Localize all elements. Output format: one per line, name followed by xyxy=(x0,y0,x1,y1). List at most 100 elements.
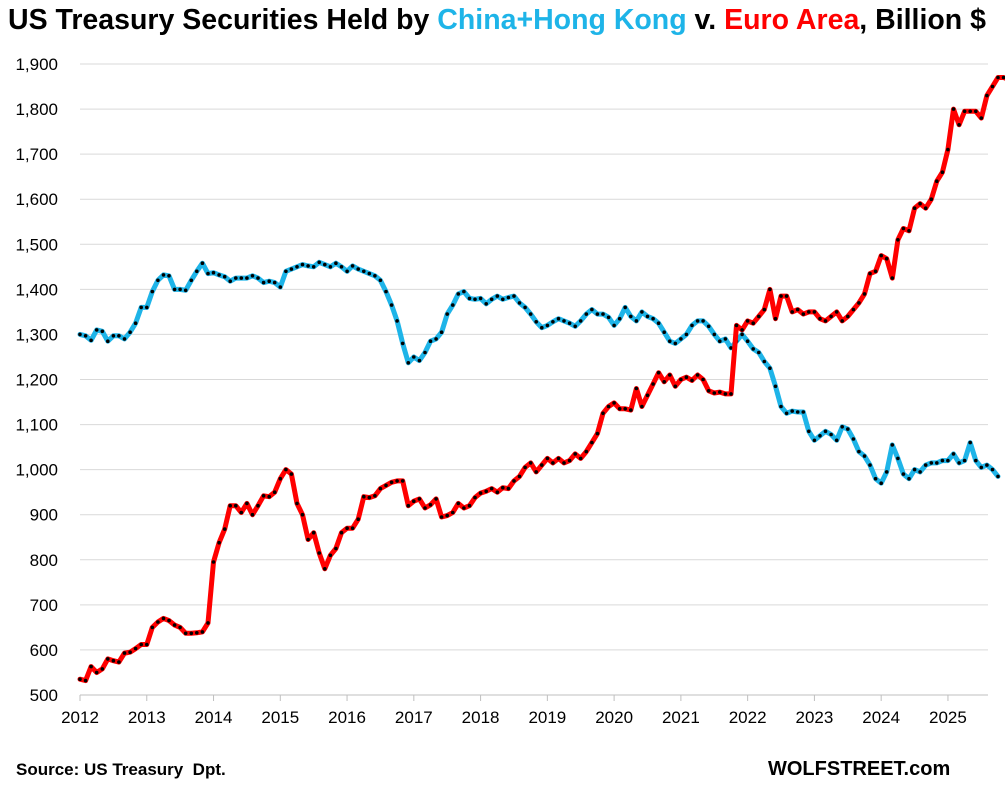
data-point xyxy=(389,303,394,307)
data-point xyxy=(373,494,377,498)
x-axis xyxy=(79,694,988,701)
data-point xyxy=(334,546,338,551)
data-point xyxy=(779,294,783,298)
y-tick-label: 1,400 xyxy=(15,280,58,299)
title-part-1: US Treasury Securities Held by xyxy=(8,4,438,36)
data-point xyxy=(551,461,555,465)
y-tick-label: 700 xyxy=(30,596,58,615)
data-point xyxy=(295,265,299,269)
x-tick-label: 2017 xyxy=(395,708,433,727)
data-point xyxy=(823,319,828,323)
data-point xyxy=(573,324,577,329)
data-point xyxy=(996,75,1000,80)
data-point xyxy=(612,401,616,405)
y-tick-label: 1,300 xyxy=(15,325,58,344)
data-point xyxy=(974,109,978,114)
data-point xyxy=(640,404,644,409)
data-point xyxy=(929,461,934,465)
data-point xyxy=(979,116,984,120)
data-point xyxy=(234,276,238,280)
data-point xyxy=(623,305,627,310)
data-point xyxy=(957,123,961,127)
data-point xyxy=(356,267,361,271)
data-point xyxy=(222,274,227,279)
data-point xyxy=(612,323,616,328)
data-point xyxy=(951,107,956,111)
data-point xyxy=(83,678,88,683)
data-point xyxy=(328,265,333,269)
data-point xyxy=(540,325,544,330)
data-point xyxy=(573,452,577,456)
data-point xyxy=(284,467,288,472)
data-point xyxy=(156,278,160,283)
data-point xyxy=(311,530,316,535)
data-point xyxy=(311,265,316,269)
data-point xyxy=(89,664,93,669)
data-point xyxy=(267,279,272,284)
data-point xyxy=(990,467,995,472)
data-point xyxy=(78,332,82,337)
data-point xyxy=(929,197,934,201)
title-part-3: v. xyxy=(686,4,725,36)
data-point xyxy=(167,274,171,278)
data-point xyxy=(267,494,272,499)
data-point xyxy=(217,540,221,545)
data-point xyxy=(495,490,500,495)
data-point xyxy=(834,310,839,314)
line-chart: 500 600 700 800 900 1,000 1,100 1,200 1,300 1,400… xyxy=(15,55,1005,727)
data-point xyxy=(545,323,550,328)
y-tick-label: 1,600 xyxy=(15,190,58,209)
data-point xyxy=(195,269,199,274)
data-point xyxy=(339,265,344,269)
data-point xyxy=(762,359,767,364)
data-point xyxy=(145,642,149,647)
data-point xyxy=(495,294,500,298)
data-point xyxy=(128,650,132,654)
data-point xyxy=(200,630,205,634)
data-point xyxy=(684,332,689,337)
data-point xyxy=(250,274,255,278)
data-point xyxy=(578,319,583,323)
data-point xyxy=(94,670,99,675)
data-point xyxy=(901,226,906,231)
data-point xyxy=(884,256,889,261)
data-point xyxy=(523,465,527,470)
data-point xyxy=(918,201,922,206)
data-point xyxy=(634,319,639,323)
data-point xyxy=(662,380,666,384)
data-point xyxy=(122,651,127,655)
data-point xyxy=(506,486,511,491)
data-point xyxy=(367,495,372,500)
data-point xyxy=(896,456,900,461)
data-point xyxy=(239,510,244,515)
data-point xyxy=(645,314,650,319)
data-point xyxy=(907,476,911,481)
data-point xyxy=(751,321,755,326)
data-point xyxy=(434,337,438,341)
data-point xyxy=(350,526,355,530)
data-point xyxy=(367,271,372,276)
data-point xyxy=(890,443,895,447)
data-point xyxy=(189,631,194,636)
data-point xyxy=(362,494,366,499)
data-point xyxy=(762,307,767,312)
data-point xyxy=(951,452,956,456)
data-point xyxy=(478,491,483,495)
data-point xyxy=(439,330,444,335)
data-point xyxy=(629,408,633,412)
y-tick-label: 1,000 xyxy=(15,461,58,480)
data-point xyxy=(384,289,388,294)
data-point xyxy=(289,267,294,271)
data-point xyxy=(306,537,310,542)
data-point xyxy=(701,377,705,382)
title-euro-area: Euro Area xyxy=(724,4,860,36)
x-tick-label: 2022 xyxy=(729,708,767,727)
data-point xyxy=(957,461,961,465)
data-point xyxy=(606,315,611,320)
data-point xyxy=(851,437,856,441)
data-point xyxy=(773,384,778,389)
x-tick-label: 2016 xyxy=(328,708,366,727)
x-tick-label: 2013 xyxy=(128,708,166,727)
data-point xyxy=(1001,75,1005,80)
data-point xyxy=(206,271,210,276)
